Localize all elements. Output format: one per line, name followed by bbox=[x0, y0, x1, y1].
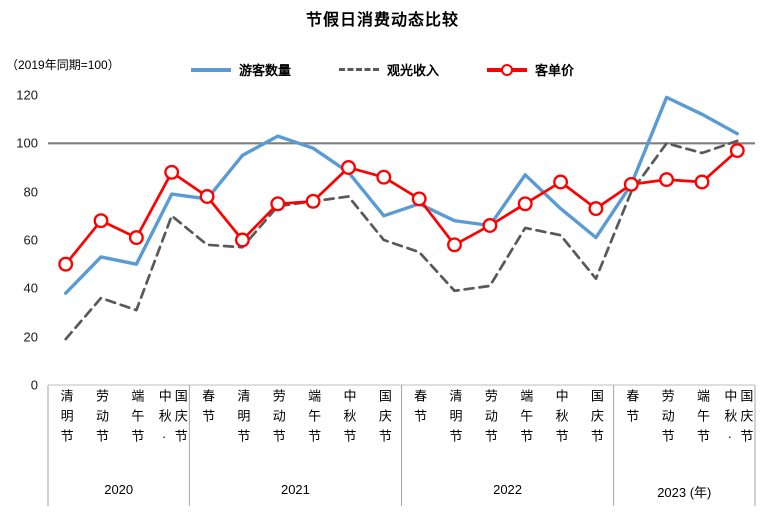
x-axis-holiday-label: 国庆节 bbox=[376, 389, 392, 449]
price-marker bbox=[729, 143, 745, 159]
x-axis-holiday-label: 中秋节 bbox=[341, 389, 357, 449]
price-marker bbox=[234, 232, 250, 248]
dashed-line-icon bbox=[338, 68, 379, 71]
x-axis-year-label: 2023 (年) bbox=[657, 485, 712, 500]
line-icon bbox=[190, 67, 231, 72]
y-tick-label: 60 bbox=[23, 232, 38, 248]
x-axis-holiday-label: 清明节 bbox=[58, 389, 74, 449]
price-marker bbox=[588, 201, 604, 217]
y-tick-label: 20 bbox=[23, 329, 38, 345]
x-axis-holiday-label: 端午节 bbox=[694, 389, 710, 449]
legend-label: 客单价 bbox=[535, 63, 575, 78]
sightseeing-revenue-line bbox=[64, 139, 739, 341]
chart-legend: 游客数量 观光收入 客单价 bbox=[0, 60, 765, 79]
x-axis-year-label: 2021 bbox=[280, 482, 310, 497]
x-axis-holiday-label: 端午节 bbox=[306, 389, 322, 449]
x-axis-holiday-label: 端午节 bbox=[129, 389, 145, 449]
price-marker bbox=[93, 213, 109, 229]
price-marker bbox=[411, 191, 427, 207]
x-axis-holiday-label: 春节 bbox=[200, 389, 216, 429]
price-marker bbox=[517, 196, 533, 212]
axis-base-note: （2019年同期=100） bbox=[6, 58, 120, 72]
x-axis-holiday-label: 端午节 bbox=[518, 389, 534, 449]
x-axis-holiday-label: 清明节 bbox=[235, 389, 251, 449]
x-axis-holiday-label: 春节 bbox=[412, 389, 428, 429]
circle-marker-icon bbox=[501, 63, 513, 76]
price-marker bbox=[482, 218, 498, 233]
x-axis-holiday-label: 中秋节 bbox=[553, 389, 569, 449]
legend-swatch-dashed bbox=[338, 63, 379, 77]
legend-item-1: 观光收入 bbox=[338, 60, 439, 79]
price-marker bbox=[341, 160, 356, 175]
x-axis-holiday-label: 中秋· 国庆节 bbox=[156, 389, 188, 451]
x-axis-holiday-label: 中秋· 国庆节 bbox=[722, 389, 754, 451]
price-marker bbox=[270, 196, 286, 212]
x-axis-holiday-label: 劳动节 bbox=[482, 389, 498, 449]
price-marker bbox=[694, 174, 710, 190]
x-axis-holiday-label: 劳动节 bbox=[659, 389, 675, 449]
y-tick-label: 80 bbox=[23, 184, 38, 200]
x-axis-year-label: 2022 bbox=[493, 482, 523, 497]
tourist-count-line bbox=[63, 95, 739, 295]
y-tick-label: 100 bbox=[16, 135, 38, 151]
chart-title: 节假日消费动态比较 bbox=[305, 12, 459, 29]
price-marker bbox=[659, 172, 675, 188]
legend-swatch-solid-marker bbox=[487, 63, 527, 77]
price-marker bbox=[128, 230, 144, 246]
price-marker bbox=[553, 174, 569, 190]
x-axis-holiday-label: 劳动节 bbox=[270, 389, 286, 449]
price-marker bbox=[376, 169, 392, 185]
price-marker bbox=[305, 193, 321, 209]
x-axis-holiday-label: 清明节 bbox=[447, 389, 463, 449]
legend-item-0: 游客数量 bbox=[190, 60, 291, 79]
price-marker bbox=[447, 237, 462, 253]
legend-item-2: 客单价 bbox=[487, 60, 574, 79]
legend-label: 游客数量 bbox=[238, 63, 291, 78]
price-marker bbox=[623, 176, 639, 192]
price-marker bbox=[199, 189, 215, 204]
price-marker bbox=[164, 164, 180, 180]
x-axis-holiday-label: 春节 bbox=[624, 389, 640, 429]
legend-label: 观光收入 bbox=[386, 63, 439, 78]
price-marker bbox=[58, 256, 74, 272]
x-axis-holiday-label: 国庆节 bbox=[588, 389, 604, 449]
x-axis-holiday-label: 劳动节 bbox=[94, 389, 110, 449]
y-tick-label: 120 bbox=[16, 87, 38, 103]
x-axis-year-label: 2020 bbox=[104, 482, 134, 497]
y-tick-label: 40 bbox=[23, 280, 38, 296]
y-tick-label: 0 bbox=[30, 377, 38, 393]
legend-swatch-solid bbox=[190, 63, 231, 77]
